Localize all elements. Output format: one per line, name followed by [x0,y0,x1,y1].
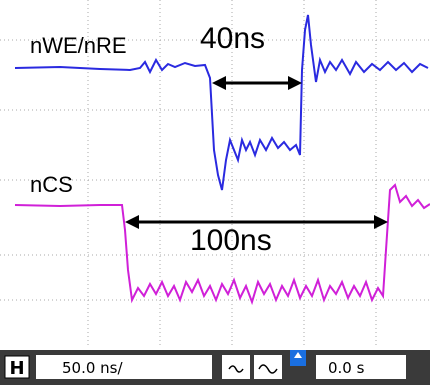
measurement-label: 100ns [190,224,272,257]
status-bar: H 50.0 ns/ 0.0 s [0,350,430,385]
mode-label: H [9,358,24,379]
trace-label: nWE/nRE [30,33,127,58]
position: 0.0 s [328,359,365,377]
trace-label: nCS [30,172,73,197]
scope-screen: nWE/nRE nCS 40ns 100ns H 50.0 ns/ 0.0 s [0,0,430,385]
measurement-label: 40ns [200,22,265,55]
timebase: 50.0 ns/ [62,359,123,377]
